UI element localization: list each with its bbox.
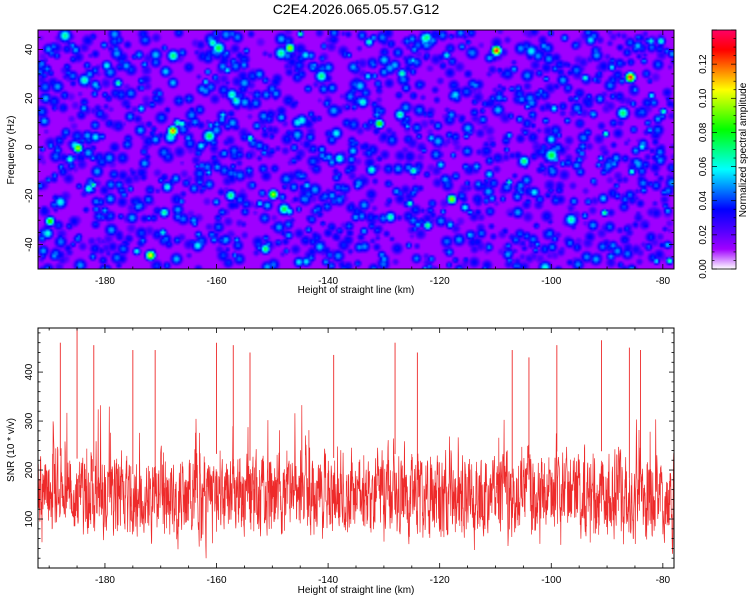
snr-series-line — [37, 405, 675, 559]
y-tick-label: -40 — [24, 237, 35, 252]
x-tick-label: -100 — [541, 276, 561, 287]
colorbar-label: Normalized spectral amplitude — [738, 82, 749, 217]
snr-plot-background — [38, 328, 674, 568]
spectrogram-x-axis: -180 -160 -140 -120 -100 -80 — [48, 30, 671, 287]
spectrogram-heatmap — [38, 30, 674, 269]
x-tick-label: -180 — [95, 276, 115, 287]
spectrogram-x-label: Height of straight line (km) — [298, 285, 415, 296]
y-tick-label: 20 — [24, 92, 35, 104]
x-tick-label: -140 — [318, 575, 338, 586]
x-tick-label: -160 — [207, 575, 227, 586]
colorbar-axis: 0.00 0.02 0.04 0.06 0.08 0.10 0.12 — [698, 29, 736, 279]
colorbar-tick-label: 0.06 — [698, 156, 709, 176]
snr-x-axis: -180 -160 -140 -120 -100 -80 — [48, 328, 671, 586]
y-tick-label: 40 — [24, 44, 35, 56]
colorbar-tick-label: 0.10 — [698, 88, 709, 108]
snr-y-label: SNR (10 * v/v) — [6, 418, 17, 482]
colorbar-gradient — [711, 29, 737, 270]
x-tick-label: -120 — [430, 276, 450, 287]
snr-x-label: Height of straight line (km) — [298, 585, 415, 596]
x-tick-label: -80 — [656, 276, 671, 287]
y-tick-label: -20 — [24, 188, 35, 203]
y-tick-label: 400 — [24, 363, 35, 380]
spectrogram-panel: -180 -160 -140 -120 -100 -80 -40 -20 0 20 40 Heig… — [6, 29, 675, 296]
colorbar-tick-label: 0.02 — [698, 225, 709, 245]
x-tick-label: -80 — [656, 575, 671, 586]
y-tick-label: 300 — [24, 412, 35, 429]
x-tick-label: -160 — [207, 276, 227, 287]
spectrogram-y-label: Frequency (Hz) — [6, 116, 17, 185]
colorbar-tick-label: 0.04 — [698, 191, 709, 211]
chart-title: C2E4.2026.065.05.57.G12 — [273, 1, 440, 17]
colorbar: 0.00 0.02 0.04 0.06 0.08 0.10 0.12 Normalized … — [698, 29, 749, 279]
x-tick-label: -140 — [318, 276, 338, 287]
x-tick-label: -100 — [541, 575, 561, 586]
snr-spikes — [59, 328, 641, 480]
colorbar-tick-label: 0.00 — [698, 259, 709, 279]
colorbar-tick-label: 0.12 — [698, 54, 709, 74]
x-tick-label: -120 — [430, 575, 450, 586]
x-tick-label: -180 — [95, 575, 115, 586]
snr-panel: -180 -160 -140 -120 -100 -80 100 200 300 400 Hei… — [6, 327, 675, 596]
spectrogram-y-axis: -40 -20 0 20 40 — [24, 36, 674, 270]
y-tick-label: 200 — [24, 461, 35, 478]
y-tick-label: 0 — [24, 144, 35, 150]
snr-y-axis: 100 200 300 400 — [24, 332, 674, 569]
colorbar-tick-label: 0.08 — [698, 122, 709, 142]
y-tick-label: 100 — [24, 510, 35, 527]
